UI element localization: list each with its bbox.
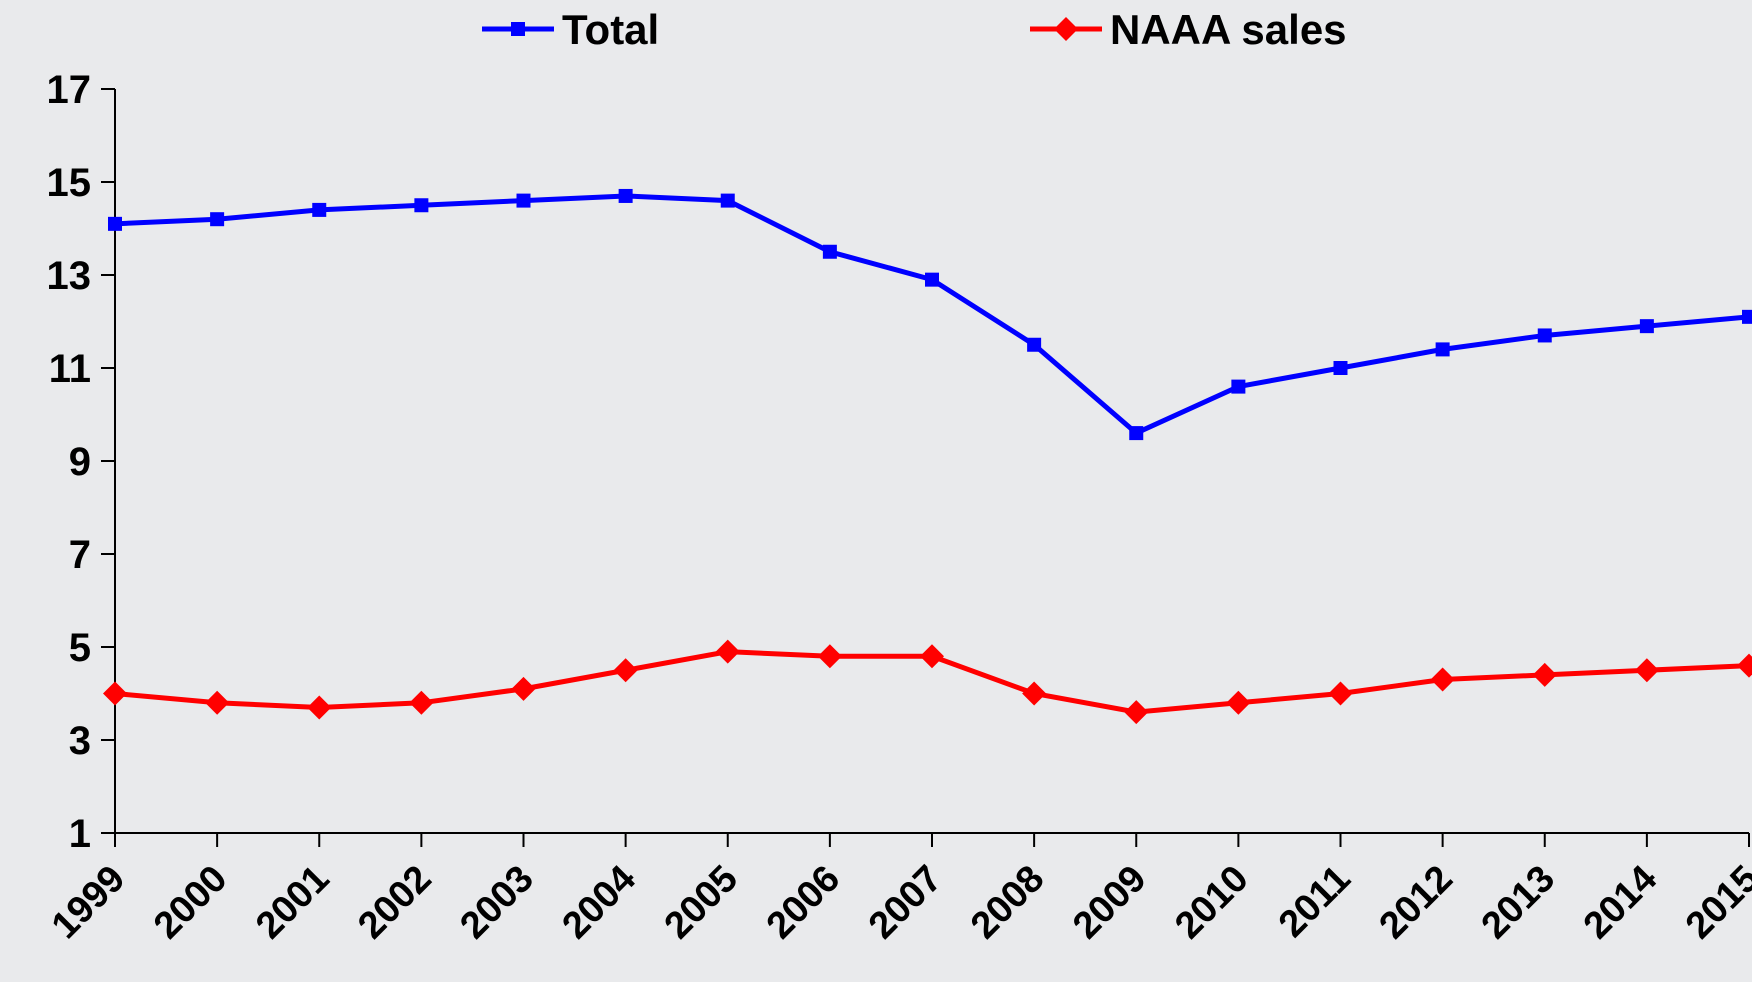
y-tick-label: 11: [49, 347, 91, 391]
point: [720, 193, 735, 208]
legend-label: Total: [562, 6, 659, 53]
point: [1124, 700, 1149, 725]
point: [307, 695, 332, 720]
point: [312, 202, 327, 217]
series: [108, 188, 1752, 441]
point: [1532, 662, 1557, 687]
point: [1231, 379, 1246, 394]
x-tick-label: 2013: [1474, 858, 1563, 947]
point: [822, 244, 837, 259]
point: [205, 690, 230, 715]
x-tick-label: 2008: [963, 858, 1052, 947]
y-tick-label: 17: [47, 68, 92, 112]
point: [618, 188, 633, 203]
point: [516, 193, 531, 208]
point: [409, 690, 434, 715]
line: [114, 193, 1750, 437]
point: [920, 644, 944, 669]
point: [613, 658, 638, 683]
x-tick-label: 2002: [350, 858, 439, 947]
x-tick-label: 2000: [146, 858, 235, 947]
y-tick-label: 1: [69, 812, 91, 856]
point: [1634, 658, 1659, 683]
point: [210, 212, 225, 227]
x-tick-label: 2006: [759, 858, 848, 947]
legend-marker: [511, 22, 525, 36]
y-tick-label: 5: [69, 626, 91, 670]
legend-marker: [1054, 17, 1078, 41]
x-tick-label: 2001: [248, 858, 337, 947]
y-tick-label: 3: [69, 719, 91, 763]
x-tick-label: 2012: [1372, 858, 1461, 947]
point: [1537, 328, 1552, 343]
x-tick-label: 2003: [452, 858, 541, 947]
x-tick-label: 2009: [1065, 858, 1154, 947]
point: [715, 639, 740, 664]
point: [1435, 342, 1450, 357]
x-tick-label: 2007: [861, 858, 950, 947]
y-tick-label: 9: [69, 440, 91, 484]
x-tick-label: 2011: [1271, 858, 1359, 946]
y-tick-label: 15: [47, 161, 92, 205]
x-tick-label: 2005: [657, 858, 746, 947]
point: [103, 681, 127, 706]
point: [1430, 667, 1455, 692]
point: [414, 198, 429, 213]
point: [1129, 426, 1144, 441]
point: [1022, 681, 1047, 706]
point: [1226, 690, 1251, 715]
point: [817, 644, 842, 669]
series: [103, 639, 1752, 725]
x-tick-label: 1999: [44, 858, 133, 947]
x-tick-label: 2010: [1167, 858, 1256, 947]
x-tick-label: 2004: [555, 858, 644, 947]
point: [1737, 653, 1752, 678]
point: [1639, 319, 1654, 334]
point: [1742, 309, 1752, 324]
point: [1333, 361, 1348, 375]
point: [108, 216, 122, 231]
x-tick-label: 2015: [1678, 858, 1752, 947]
point: [1328, 681, 1353, 706]
point: [925, 272, 939, 287]
point: [1027, 337, 1042, 352]
point: [511, 676, 536, 701]
y-tick-label: 13: [47, 254, 92, 298]
x-tick-label: 2014: [1576, 858, 1665, 947]
y-tick-label: 7: [69, 533, 91, 577]
legend-label: NAAA sales: [1110, 6, 1347, 53]
